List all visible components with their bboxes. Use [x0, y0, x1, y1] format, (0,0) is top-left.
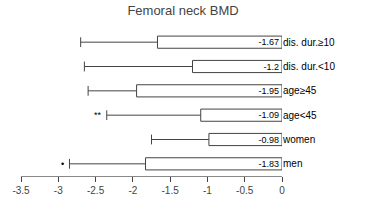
svg-text:-1.67: -1.67 — [258, 37, 279, 47]
svg-text:**: ** — [94, 110, 102, 120]
svg-text:age≥45: age≥45 — [283, 85, 317, 96]
svg-text:-1.95: -1.95 — [258, 86, 279, 96]
svg-text:-1.09: -1.09 — [258, 110, 279, 120]
svg-text:-1.83: -1.83 — [258, 159, 279, 169]
svg-text:-2: -2 — [128, 185, 137, 196]
svg-text:women: women — [282, 134, 315, 145]
svg-text:•: • — [61, 159, 64, 169]
svg-text:-0.5: -0.5 — [236, 185, 254, 196]
svg-text:0: 0 — [279, 185, 285, 196]
svg-text:dis. dur.≥10: dis. dur.≥10 — [283, 37, 335, 48]
svg-text:dis. dur.<10: dis. dur.<10 — [283, 61, 335, 72]
svg-text:men: men — [283, 158, 302, 169]
svg-text:-3: -3 — [54, 185, 63, 196]
svg-text:-0.98: -0.98 — [258, 135, 279, 145]
svg-text:-2.5: -2.5 — [87, 185, 105, 196]
svg-text:-3.5: -3.5 — [12, 185, 30, 196]
svg-text:-1.2: -1.2 — [263, 62, 279, 72]
svg-text:Femoral neck BMD: Femoral neck BMD — [127, 3, 238, 18]
svg-text:-1: -1 — [203, 185, 212, 196]
svg-text:age<45: age<45 — [283, 110, 317, 121]
svg-text:-1.5: -1.5 — [162, 185, 180, 196]
